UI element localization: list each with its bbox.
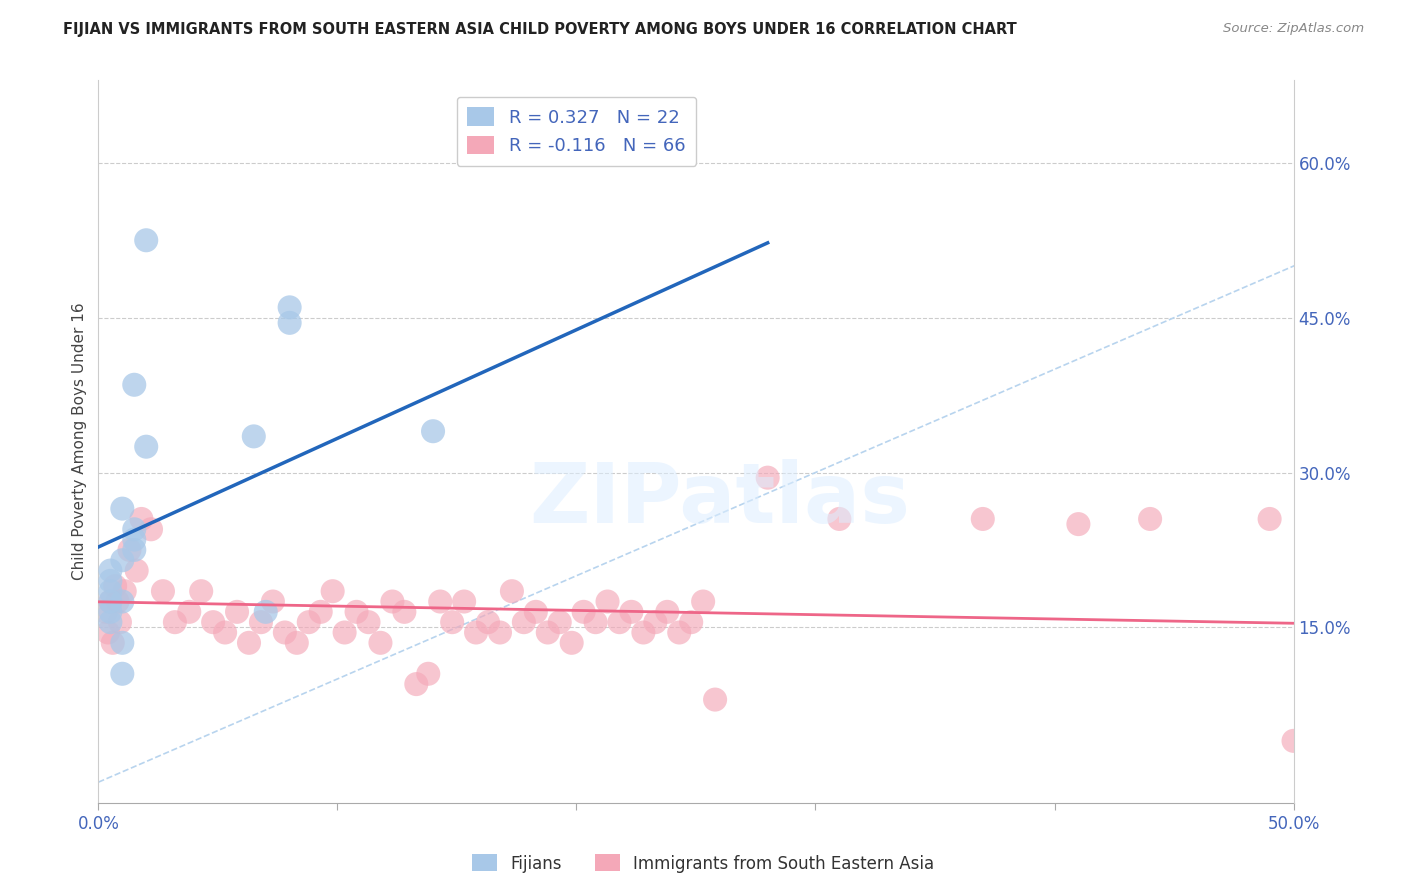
Text: Source: ZipAtlas.com: Source: ZipAtlas.com (1223, 22, 1364, 36)
Point (98, 615, 122, 630)
Point (596, 594, 619, 608)
Point (226, 605, 249, 619)
Point (756, 471, 779, 485)
Point (681, 615, 703, 630)
Point (124, 533, 146, 547)
Point (118, 542, 141, 557)
Point (405, 677, 427, 691)
Point (97, 625, 120, 640)
Legend: R = 0.327   N = 22, R = -0.116   N = 66: R = 0.327 N = 22, R = -0.116 N = 66 (457, 96, 696, 166)
Point (125, 564, 148, 578)
Point (131, 512, 153, 526)
Y-axis label: Child Poverty Among Boys Under 16: Child Poverty Among Boys Under 16 (72, 302, 87, 581)
Point (101, 636, 124, 650)
Point (163, 615, 186, 630)
Text: ZIPatlas: ZIPatlas (530, 458, 910, 540)
Point (107, 594, 129, 608)
Point (98, 605, 122, 619)
Point (972, 512, 994, 526)
Point (548, 615, 571, 630)
Point (243, 429, 266, 443)
Point (620, 605, 643, 619)
Point (561, 636, 583, 650)
Point (572, 605, 595, 619)
Point (254, 605, 277, 619)
Point (1282, 734, 1305, 748)
Point (489, 625, 512, 640)
Point (644, 615, 666, 630)
Point (94, 605, 117, 619)
Point (418, 666, 440, 681)
Point (139, 522, 162, 536)
Point (422, 424, 444, 438)
Point (298, 615, 321, 630)
Point (441, 615, 464, 630)
Point (1139, 512, 1161, 526)
Point (152, 584, 174, 599)
Point (501, 584, 523, 599)
Point (135, 440, 157, 454)
Point (453, 594, 475, 608)
Point (135, 233, 157, 247)
Point (111, 636, 134, 650)
Point (322, 584, 344, 599)
Point (108, 615, 131, 630)
Point (278, 301, 301, 315)
Point (98, 584, 122, 599)
Point (381, 594, 404, 608)
Point (98, 574, 122, 588)
Point (609, 615, 631, 630)
Point (111, 501, 134, 516)
Point (111, 553, 134, 567)
Point (357, 615, 380, 630)
Point (274, 625, 297, 640)
Point (124, 377, 146, 392)
Point (828, 512, 851, 526)
Point (704, 692, 727, 706)
Point (537, 625, 560, 640)
Point (98, 594, 122, 608)
Point (98, 564, 122, 578)
Point (1067, 517, 1090, 532)
Point (585, 615, 607, 630)
Point (124, 522, 146, 536)
Point (513, 615, 536, 630)
Legend: Fijians, Immigrants from South Eastern Asia: Fijians, Immigrants from South Eastern A… (465, 847, 941, 880)
Point (238, 636, 260, 650)
Point (346, 605, 368, 619)
Point (633, 625, 655, 640)
Point (309, 605, 332, 619)
Point (114, 584, 136, 599)
Point (692, 594, 714, 608)
Point (98, 594, 122, 608)
Point (202, 615, 225, 630)
Point (124, 542, 146, 557)
Point (657, 605, 679, 619)
Point (285, 636, 308, 650)
Point (465, 625, 488, 640)
Point (262, 594, 284, 608)
Point (214, 625, 236, 640)
Point (477, 615, 499, 630)
Point (190, 584, 212, 599)
Point (370, 636, 392, 650)
Point (111, 666, 134, 681)
Point (394, 605, 416, 619)
Point (104, 579, 127, 593)
Point (250, 615, 273, 630)
Point (278, 316, 301, 330)
Point (429, 594, 451, 608)
Point (1258, 512, 1281, 526)
Point (111, 594, 134, 608)
Point (333, 625, 356, 640)
Point (668, 625, 690, 640)
Text: FIJIAN VS IMMIGRANTS FROM SOUTH EASTERN ASIA CHILD POVERTY AMONG BOYS UNDER 16 C: FIJIAN VS IMMIGRANTS FROM SOUTH EASTERN … (63, 22, 1017, 37)
Point (179, 605, 201, 619)
Point (524, 605, 547, 619)
